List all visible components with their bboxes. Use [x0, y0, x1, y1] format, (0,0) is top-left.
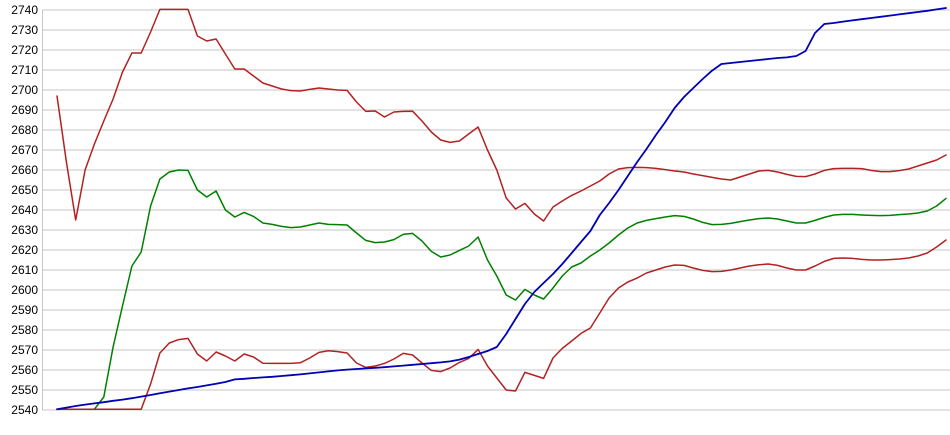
y-tick-label: 2540	[11, 403, 38, 417]
y-tick-label: 2690	[11, 103, 38, 117]
y-tick-label: 2660	[11, 163, 38, 177]
y-tick-label: 2590	[11, 303, 38, 317]
series-red-upper-line	[56, 8, 947, 222]
y-tick-label: 2710	[11, 63, 38, 77]
y-tick-label: 2610	[11, 263, 38, 277]
y-tick-label: 2560	[11, 363, 38, 377]
y-tick-label: 2550	[11, 383, 38, 397]
y-tick-label: 2730	[11, 23, 38, 37]
y-tick-label: 2630	[11, 223, 38, 237]
y-tick-label: 2570	[11, 343, 38, 357]
y-tick-label: 2740	[11, 3, 38, 17]
y-tick-label: 2580	[11, 323, 38, 337]
y-tick-label: 2680	[11, 123, 38, 137]
y-tick-label: 2620	[11, 243, 38, 257]
y-tick-label: 2600	[11, 283, 38, 297]
series-blue-line	[56, 7, 947, 411]
y-tick-label: 2650	[11, 183, 38, 197]
y-tick-label: 2640	[11, 203, 38, 217]
y-tick-label: 2700	[11, 83, 38, 97]
y-tick-label: 2670	[11, 143, 38, 157]
y-tick-label: 2720	[11, 43, 38, 57]
series-red-lower-line	[56, 239, 947, 410]
series-green-line	[56, 169, 947, 410]
